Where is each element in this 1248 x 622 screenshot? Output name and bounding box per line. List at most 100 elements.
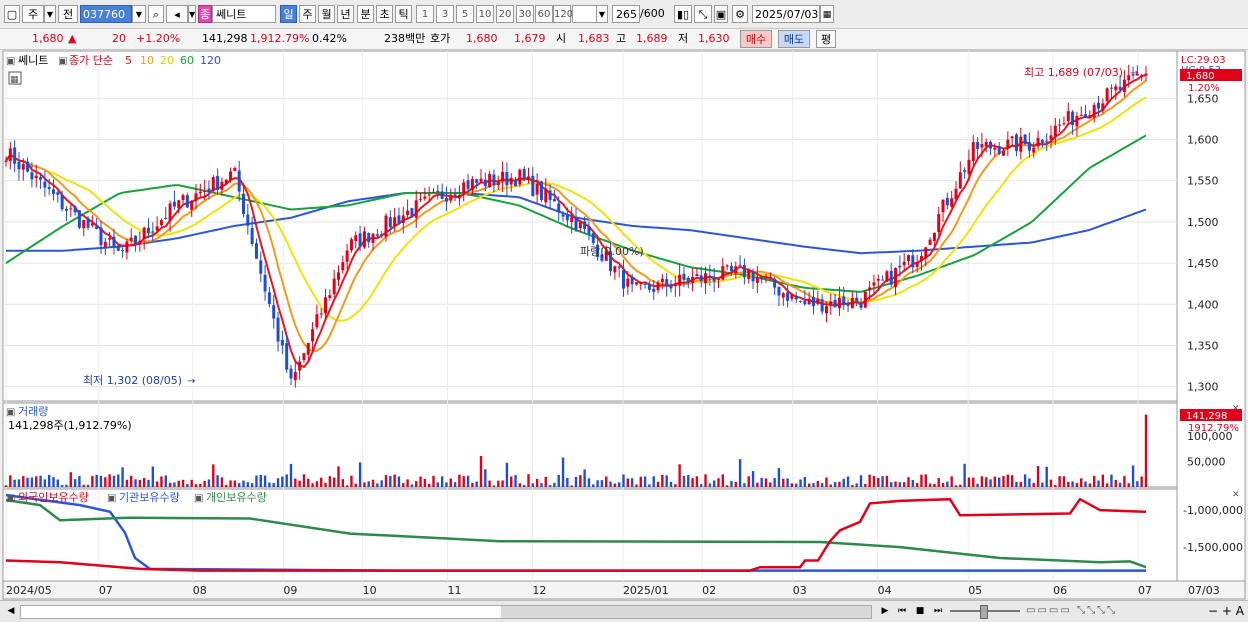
volume-bar [816, 481, 820, 487]
interval-30-button[interactable]: 30 [516, 5, 534, 23]
volume-bar [13, 479, 16, 487]
interval-120-button[interactable]: 120 [553, 5, 573, 23]
candle-body [298, 361, 302, 371]
volume-bar [47, 474, 51, 487]
table-icon[interactable]: ▦ [10, 75, 19, 85]
candle-body [315, 314, 319, 328]
scroll-left-icon[interactable]: ◀ [7, 606, 15, 616]
stock-chart[interactable]: 1,650 1,600 1,550 1,500 1,450 1,400 1,350 1,300… [0, 49, 1248, 600]
period-second-button[interactable]: 초 [376, 5, 393, 23]
y-tick-label: 1,550 [1187, 175, 1219, 188]
volume-bar [225, 484, 228, 487]
zoom-controls-icon[interactable]: − + A [1208, 604, 1244, 618]
speaker-icon[interactable]: ◂ [166, 5, 188, 23]
legend-ma5[interactable]: 5 [125, 54, 132, 67]
zoom-slider-handle[interactable] [980, 605, 988, 619]
calendar-icon[interactable]: ▦ [820, 5, 834, 23]
legend-ma60[interactable]: 60 [180, 54, 194, 67]
chevron-down-icon[interactable]: ▼ [44, 5, 56, 23]
candle-body [134, 235, 138, 244]
save-icon[interactable]: ▣ [714, 5, 728, 23]
candle-body [242, 193, 245, 214]
volume-bar [302, 474, 306, 487]
x-tick-label: 09 [283, 584, 297, 597]
interval-1-button[interactable]: 1 [416, 5, 434, 23]
interval-10-button[interactable]: 10 [476, 5, 494, 23]
legend-institution[interactable]: 기관보유수량 [119, 491, 180, 504]
volume-bar [501, 480, 504, 487]
drawing-tools-icons[interactable]: ▭▭▭▭ ⤡⤡⤡⤡ [1026, 605, 1117, 616]
volume-bar [678, 464, 681, 487]
chevron-down-icon[interactable]: ▼ [596, 5, 608, 23]
count-input[interactable]: 265 [612, 5, 640, 23]
interval-3-button[interactable]: 3 [436, 5, 454, 23]
candle-body [64, 208, 68, 211]
candle-body [626, 278, 630, 287]
period-year-button[interactable]: 년 [337, 5, 354, 23]
window-icon[interactable]: ▢ [4, 5, 20, 23]
code-input[interactable]: 037760 [80, 5, 132, 23]
volume-bar [920, 474, 923, 487]
candle-body [945, 197, 949, 206]
close-icon[interactable]: ✕ [1232, 490, 1240, 500]
scroll-thumb[interactable] [501, 606, 871, 618]
rewind-icon[interactable]: ⏮ [897, 606, 907, 616]
candle-body [103, 241, 107, 248]
volume-bar [643, 476, 647, 487]
candle-body [393, 217, 397, 226]
interval-20-button[interactable]: 20 [496, 5, 514, 23]
holdings-panel[interactable] [2, 488, 1178, 582]
volume-bar [764, 478, 768, 487]
period-tick-button[interactable]: 틱 [395, 5, 412, 23]
period-week-button[interactable]: 주 [299, 5, 316, 23]
legend-foreign[interactable]: 외국인보유수량 [18, 491, 89, 504]
gear-icon[interactable]: ⚙ [732, 5, 748, 23]
legend-ma10[interactable]: 10 [140, 54, 154, 67]
y-tick-label: 1,350 [1187, 339, 1219, 352]
volume-bar [721, 474, 725, 487]
close-icon[interactable]: ✕ [1232, 404, 1240, 414]
candle-body [112, 236, 116, 247]
period-day-button[interactable]: 일 [280, 5, 297, 23]
candle-settings-icon[interactable]: ▮▯ [674, 5, 692, 23]
horizontal-scrollbar[interactable] [20, 605, 872, 619]
buy-button[interactable]: 매수 [740, 30, 772, 48]
legend-ma120[interactable]: 120 [200, 54, 221, 67]
volume-bar [639, 476, 642, 487]
legend-dot-icon: ▣ [194, 493, 203, 504]
period-minute-button[interactable]: 분 [357, 5, 374, 23]
candle-body [4, 160, 8, 162]
forward-icon[interactable]: ⏭ [933, 606, 943, 616]
legend-individual[interactable]: 개인보유수량 [206, 491, 267, 504]
volume-bar [1118, 482, 1122, 487]
scroll-right-icon[interactable]: ▶ [881, 606, 889, 616]
legend-dot-icon: ▣ [107, 493, 116, 504]
volume-bar [1140, 476, 1143, 487]
avg-button[interactable]: 평 [816, 30, 836, 48]
volume-panel[interactable] [2, 402, 1178, 488]
date-input[interactable]: 2025/07/03 [752, 5, 820, 23]
draw-tool-icon[interactable]: ⤡ [694, 5, 712, 23]
chevron-down-icon[interactable]: ▼ [188, 5, 196, 23]
candle-body [967, 159, 971, 175]
legend-ma20[interactable]: 20 [160, 54, 174, 67]
volume-bar [341, 479, 345, 487]
sell-button[interactable]: 매도 [778, 30, 810, 48]
search-icon[interactable]: ⌕ [148, 5, 164, 23]
chevron-down-icon[interactable]: ▼ [132, 5, 146, 23]
price-panel[interactable] [2, 50, 1178, 402]
interval-5-button[interactable]: 5 [456, 5, 474, 23]
y-tick-label: 1,450 [1187, 257, 1219, 270]
period-month-button[interactable]: 월 [318, 5, 335, 23]
all-select[interactable]: 전 [58, 5, 78, 23]
legend-ma-label[interactable]: 종가 단순 [69, 54, 113, 67]
calculator-icon[interactable] [8, 71, 22, 85]
candle-body [13, 147, 17, 164]
interval-60-button[interactable]: 60 [535, 5, 553, 23]
candle-body [453, 194, 457, 196]
stock-name-field[interactable]: 쎄니트 [212, 5, 276, 23]
stop-icon[interactable]: ■ [915, 606, 925, 616]
market-select[interactable]: 주 [22, 5, 44, 23]
candle-body [462, 182, 466, 193]
volume-bar [531, 483, 535, 487]
